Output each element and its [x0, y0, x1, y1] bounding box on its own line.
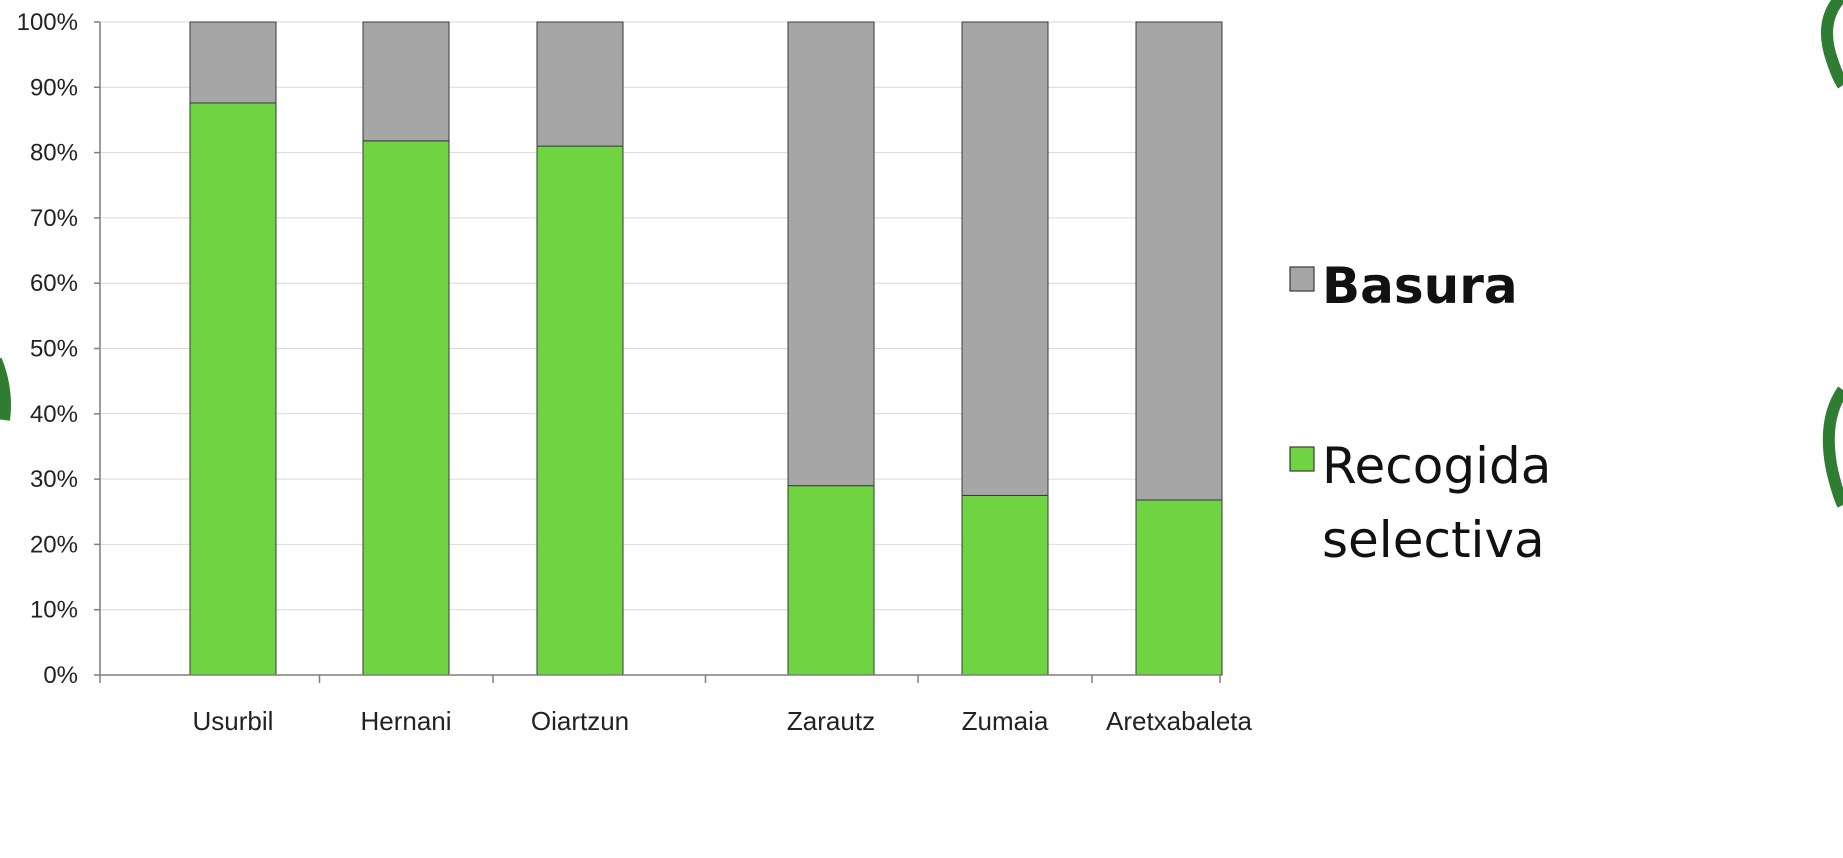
- bar-basura-usurbil: [189, 21, 277, 104]
- legend-swatch: [1289, 446, 1315, 472]
- decorative-arc-middle: [1822, 386, 1843, 508]
- y-tick-label: 0%: [43, 662, 78, 689]
- bar-basura-oiartzun: [536, 21, 624, 147]
- y-tick-label: 20%: [30, 531, 78, 558]
- y-tick-label: 60%: [30, 270, 78, 297]
- legend: Basura Recogida selectiva: [1289, 257, 1551, 569]
- x-category-label: Zarautz: [787, 706, 875, 736]
- legend-label: Basura: [1322, 257, 1518, 315]
- bar-recogida-selectiva-zumaia: [961, 494, 1049, 676]
- bar-recogida-selectiva-usurbil: [189, 102, 277, 676]
- y-axis: 0% 10% 20% 30% 40% 50% 60% 70% 80% 90% 100%: [17, 9, 101, 689]
- y-tick-label: 100%: [17, 9, 78, 36]
- x-category-label: Oiartzun: [531, 706, 629, 736]
- y-tick-label: 30%: [30, 466, 78, 493]
- legend-label: Recogida: [1322, 437, 1551, 495]
- x-category-label: Aretxabaleta: [1106, 706, 1253, 736]
- bar-recogida-selectiva-hernani: [362, 140, 450, 676]
- y-tick-label: 70%: [30, 205, 78, 232]
- legend-swatch: [1289, 266, 1315, 292]
- bar-basura-aretxabaleta: [1135, 21, 1223, 501]
- x-category-label: Zumaia: [962, 706, 1049, 736]
- y-tick-label: 90%: [30, 74, 78, 101]
- x-category-label: Usurbil: [193, 706, 274, 736]
- bar-basura-zarautz: [787, 21, 875, 487]
- y-tick-label: 10%: [30, 597, 78, 624]
- bar-recogida-selectiva-oiartzun: [536, 145, 624, 676]
- bar-recogida-selectiva-aretxabaleta: [1135, 499, 1223, 676]
- legend-label-continued: selectiva: [1322, 511, 1545, 569]
- bar-recogida-selectiva-zarautz: [787, 485, 875, 676]
- decorative-arc-top: [1821, 0, 1843, 89]
- decorative-arc-left: [0, 357, 11, 421]
- x-axis: Usurbil Hernani Oiartzun Zarautz Zumaia Aretx…: [99, 674, 1253, 736]
- bars: [189, 21, 1223, 676]
- bar-basura-zumaia: [961, 21, 1049, 496]
- x-category-label: Hernani: [360, 706, 451, 736]
- y-tick-label: 80%: [30, 140, 78, 167]
- y-tick-label: 50%: [30, 336, 78, 363]
- bar-basura-hernani: [362, 21, 450, 142]
- y-tick-label: 40%: [30, 401, 78, 428]
